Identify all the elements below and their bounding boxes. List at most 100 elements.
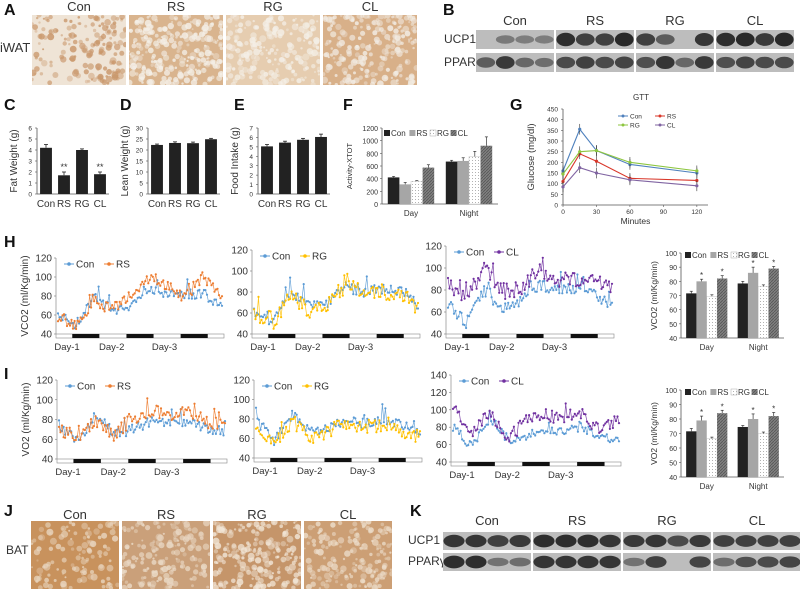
series-point-cl: [523, 288, 526, 291]
series-point-con: [289, 276, 292, 279]
series-point-rs: [56, 320, 60, 323]
series-point-rs: [80, 432, 83, 435]
series-point-con: [604, 300, 608, 303]
series-point-con: [199, 429, 202, 432]
series-point-rg: [269, 310, 272, 313]
series-point-con: [205, 293, 209, 296]
y-axis-label: VO2 (ml/Kg/min): [649, 402, 659, 465]
series-point-cl: [602, 424, 605, 427]
series-point-con: [402, 428, 405, 431]
chart-h2: 40 60 80 100 120 Day-1 Day-2 Day-3 Con RG: [231, 246, 421, 353]
series-point-con: [477, 296, 480, 299]
point-rs: [561, 179, 565, 184]
y-tick-label: 80: [41, 292, 53, 303]
series-point-rs: [108, 435, 111, 438]
series-point-con: [306, 424, 309, 427]
series-point-rg: [263, 438, 267, 441]
series-point-cl: [598, 275, 602, 278]
y-tick-label: 0: [374, 202, 378, 209]
series-point-rg: [265, 440, 268, 443]
series-point-cl: [604, 279, 608, 282]
series-point-rs: [100, 303, 103, 306]
panel-letter-g: G: [510, 97, 523, 114]
histology-image-rg: [226, 15, 320, 85]
series-point-con: [208, 430, 211, 433]
series-point-rg: [256, 426, 259, 429]
series-point-con: [474, 439, 477, 442]
series-point-rg: [331, 293, 334, 296]
series-point-cl: [518, 419, 522, 422]
series-line-con: [253, 276, 419, 326]
series-point-rg: [415, 304, 418, 307]
series-point-con: [149, 420, 152, 423]
series-point-con: [279, 427, 282, 430]
series-point-rg: [368, 291, 371, 294]
series-point-cl: [497, 420, 500, 423]
series-point-con: [130, 302, 133, 305]
series-point-rs: [111, 433, 114, 436]
series-point-con: [312, 429, 315, 432]
series-point-con: [514, 440, 517, 443]
series-point-rg: [327, 426, 330, 429]
series-point-rs: [132, 417, 135, 421]
series-point-cl: [589, 425, 592, 428]
x-tick-label: CL: [205, 199, 218, 210]
series-point-con: [309, 428, 312, 431]
series-point-rs: [223, 422, 227, 425]
series-point-con: [373, 284, 376, 287]
series-point-cl: [505, 282, 508, 285]
series-point-rg: [263, 321, 266, 324]
series-point-con: [182, 418, 185, 421]
series-point-con: [85, 304, 88, 307]
blot-strip: [623, 553, 711, 571]
y-tick-label: 30: [136, 126, 144, 133]
series-point-rg: [375, 431, 378, 434]
series-point-con: [325, 299, 328, 302]
series-point-con: [405, 421, 408, 424]
series-point-cl: [461, 423, 464, 426]
series-point-rs: [70, 431, 73, 434]
series-point-rg: [417, 435, 420, 438]
series-point-rg: [266, 316, 269, 319]
x-tick-label: 90: [660, 209, 668, 216]
series-point-con: [168, 294, 171, 297]
legend-label-cl: CL: [759, 388, 770, 397]
series-point-rs: [157, 282, 160, 285]
series-point-cl: [489, 278, 492, 281]
series-point-rs: [211, 282, 215, 285]
series-point-rs: [154, 273, 157, 276]
series-point-rs: [68, 426, 71, 429]
series-point-rs: [117, 425, 120, 428]
series-point-con: [511, 301, 514, 304]
series-point-con: [586, 291, 590, 294]
series-point-con: [85, 431, 88, 435]
dark-phase: [180, 334, 208, 338]
x-tick-label: RG: [186, 199, 201, 210]
blot-group-label-rs: RS: [585, 13, 605, 28]
series-point-con: [213, 429, 216, 432]
y-tick-label: 5: [249, 144, 253, 151]
series-point-rs: [145, 275, 148, 278]
series-point-cl: [532, 272, 535, 275]
y-tick-label: 25: [136, 137, 144, 144]
series-point-rg: [328, 295, 331, 299]
series-point-con: [510, 304, 513, 307]
series-point-con: [84, 311, 87, 314]
series-point-rs: [106, 301, 109, 304]
blot-group-label-rg: RG: [665, 13, 685, 28]
series-point-con: [596, 434, 599, 437]
series-point-con: [186, 278, 189, 281]
series-point-cl: [522, 281, 525, 284]
series-point-con: [491, 423, 494, 426]
series-point-con: [339, 425, 342, 428]
series-point-con: [578, 420, 581, 423]
y-axis-label: VO2 (ml/Kg/min): [21, 383, 32, 457]
legend-marker-con: [457, 250, 461, 254]
x-tick-label-day-2: Day-2: [99, 342, 124, 353]
series-point-cl: [493, 418, 496, 421]
series-point-con: [507, 301, 510, 304]
significance-mark: *: [752, 259, 755, 268]
series-point-rg: [351, 424, 354, 427]
dark-phase: [324, 458, 352, 462]
bar-rs-night: [747, 272, 759, 338]
